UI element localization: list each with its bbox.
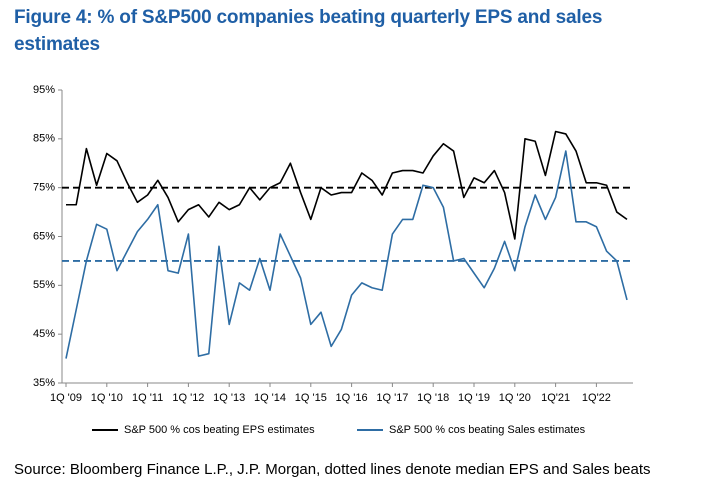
- x-tick-label: 1Q '09: [50, 392, 82, 404]
- x-tick-label: 1Q '19: [458, 392, 490, 404]
- x-tick-label: 1Q '20: [499, 392, 531, 404]
- x-tick-label: 1Q '18: [417, 392, 449, 404]
- y-tick-label: 85%: [33, 133, 55, 145]
- y-tick-label: 35%: [33, 377, 55, 389]
- x-tick-label: 1Q '14: [254, 392, 286, 404]
- x-tick-label: 1Q '13: [213, 392, 245, 404]
- y-tick-label: 45%: [33, 328, 55, 340]
- x-tick-label: 1Q '10: [91, 392, 123, 404]
- y-tick-label: 95%: [33, 84, 55, 96]
- x-tick-label: 1Q '16: [336, 392, 368, 404]
- source-note: Source: Bloomberg Finance L.P., J.P. Mor…: [14, 461, 651, 478]
- x-tick-label: 1Q '12: [172, 392, 204, 404]
- y-tick-label: 55%: [33, 279, 55, 291]
- chart-title: Figure 4: % of S&P500 companies beating …: [14, 7, 603, 55]
- y-tick-label: 65%: [33, 230, 55, 242]
- series-line: [65, 150, 628, 359]
- x-tick-label: 1Q'22: [582, 392, 611, 404]
- x-tick-label: 1Q '15: [295, 392, 327, 404]
- x-tick-label: 1Q '17: [376, 392, 408, 404]
- legend-label: S&P 500 % cos beating Sales estimates: [389, 424, 586, 436]
- x-tick-label: 1Q'21: [541, 392, 570, 404]
- x-tick-label: 1Q '11: [132, 392, 163, 404]
- y-tick-label: 75%: [33, 182, 55, 194]
- series-line: [66, 130, 628, 240]
- legend-label: S&P 500 % cos beating EPS estimates: [124, 424, 315, 436]
